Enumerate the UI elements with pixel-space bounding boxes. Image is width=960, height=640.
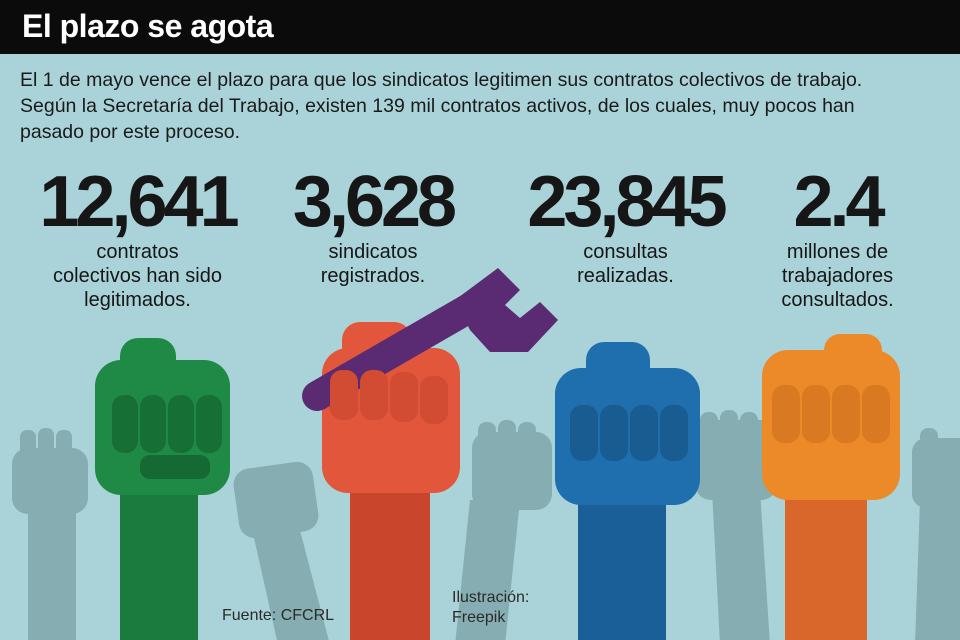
stat-desc-line: consultas	[583, 241, 668, 263]
source-credit: Fuente: CFCRL	[222, 606, 334, 626]
stat-desc-line: trabajadores	[781, 265, 894, 287]
stat-value: 3,628	[292, 162, 457, 242]
stat-desc-line: realizadas.	[577, 265, 674, 287]
stat-desc-line: legitimados.	[84, 289, 191, 311]
stat-description: contratos colectivos han sido legitimado…	[20, 240, 255, 312]
intro-line: Según la Secretaría del Trabajo, existen…	[20, 95, 855, 117]
page-title: El plazo se agota	[22, 8, 274, 44]
stat-desc-line: sindicatos	[328, 241, 418, 263]
stat-desc-line: millones de	[786, 241, 889, 263]
stat-description: sindicatos registrados.	[268, 240, 478, 288]
red-fist-fingers	[330, 370, 448, 424]
intro-text: El 1 de mayo vence el plazo para que los…	[20, 67, 950, 145]
stat-desc-line: colectivos han sido	[53, 265, 222, 287]
orange-fist	[762, 334, 900, 640]
stat-unions: 3,628 sindicatos registrados.	[268, 162, 478, 288]
green-fist	[95, 338, 230, 640]
stat-desc-line: contratos	[96, 241, 179, 263]
source-text: Fuente: CFCRL	[222, 607, 335, 624]
intro-line: El 1 de mayo vence el plazo para que los…	[20, 69, 863, 91]
blue-fist	[555, 342, 700, 640]
stat-consultations: 23,845 consultas realizadas.	[508, 162, 743, 288]
illustration-author: Freepik	[452, 609, 506, 626]
stat-contracts: 12,641 contratos colectivos han sido leg…	[20, 162, 255, 312]
stat-desc-line: consultados.	[781, 289, 894, 311]
stat-workers: 2.4 millones de trabajadores consultados…	[750, 162, 925, 312]
stat-value: 2.4	[793, 162, 885, 242]
stat-desc-line: registrados.	[320, 265, 426, 287]
illustration-credit: Ilustración: Freepik	[452, 588, 529, 628]
stat-value: 12,641	[39, 162, 239, 242]
background-fists	[12, 410, 960, 640]
stat-value: 23,845	[527, 162, 727, 242]
title-bar: El plazo se agota	[0, 0, 960, 54]
stat-description: millones de trabajadores consultados.	[750, 240, 925, 312]
intro-line: pasado por este proceso.	[20, 121, 241, 143]
illustration-label: Ilustración:	[452, 589, 530, 606]
stat-description: consultas realizadas.	[508, 240, 743, 288]
